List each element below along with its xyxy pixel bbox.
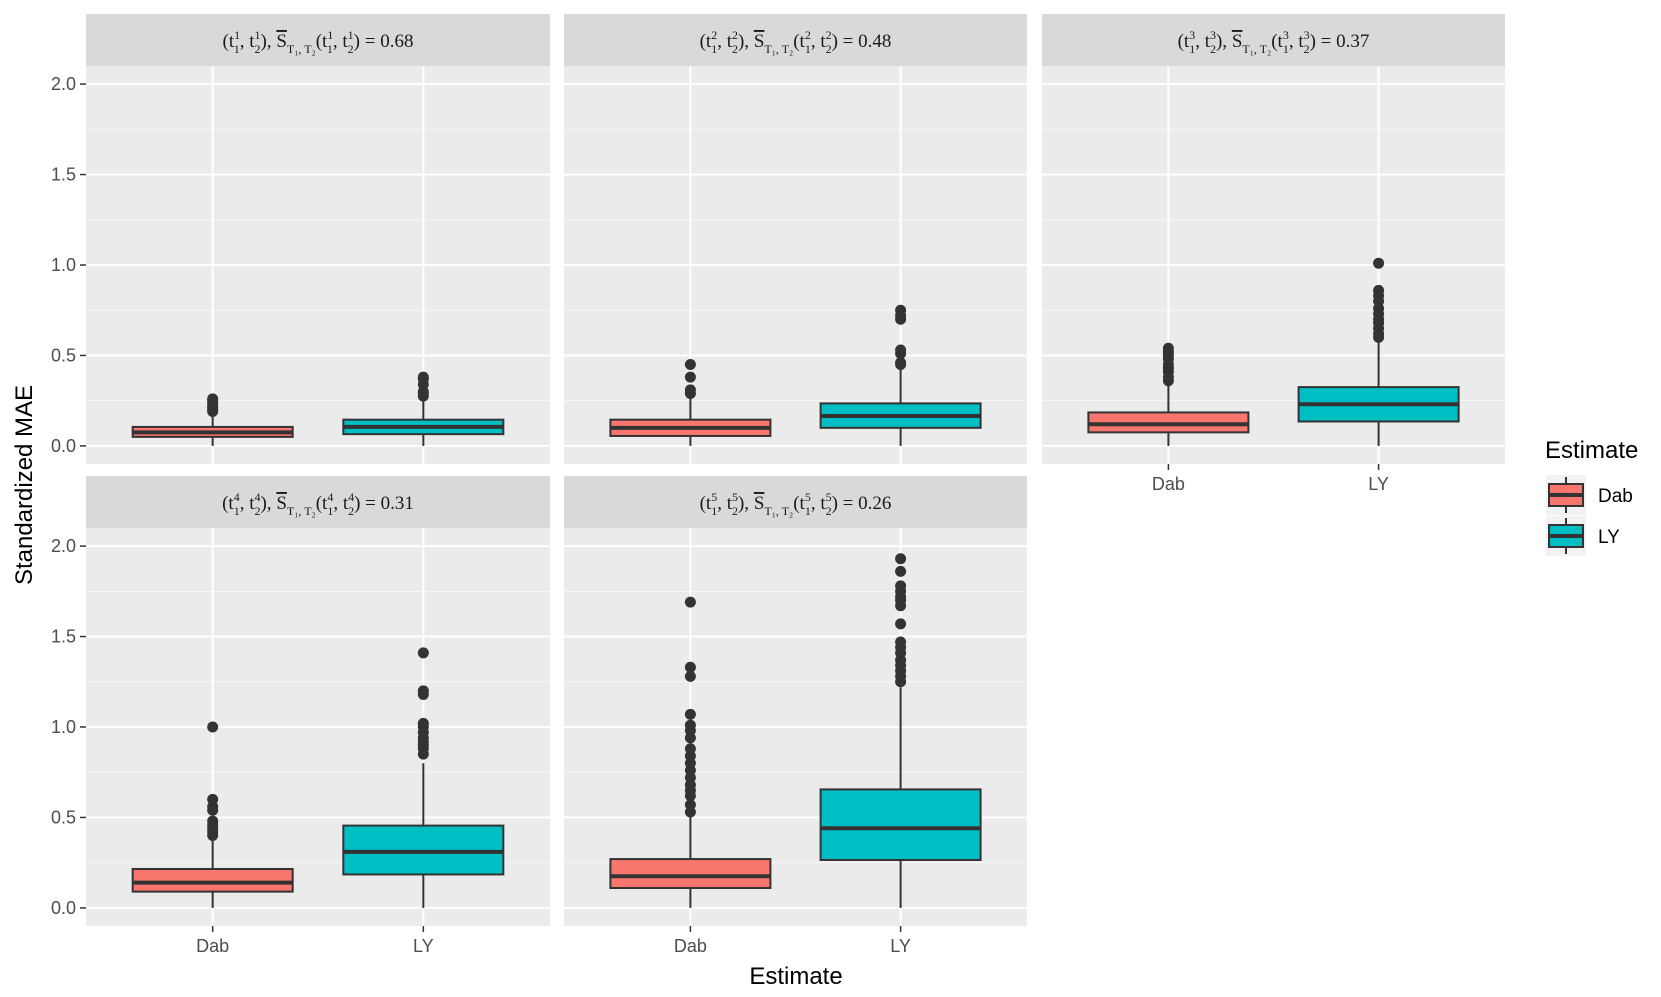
legend-label-dab: Dab — [1598, 486, 1633, 507]
legend: Estimate Dab LY — [1545, 437, 1638, 556]
outlier-point-ly — [417, 717, 429, 729]
outlier-point-ly — [895, 580, 907, 592]
y-tick-label: 1.5 — [51, 165, 76, 185]
outlier-point-dab — [207, 793, 219, 805]
facet-strip-1 — [86, 14, 550, 66]
outlier-point-ly — [895, 304, 907, 316]
x-tick-label-dab: Dab — [1152, 474, 1185, 494]
y-tick-label: 1.5 — [51, 627, 76, 647]
facet-panel-4: (t4 1, t4 2), ST₁, T₂(t4 1, t4 2) = 0.31 0.0 0… — [51, 476, 550, 956]
outlier-point-dab — [207, 721, 219, 733]
facet-strip-label-5: (t5 1, t5 2), ST₁, T₂(t5 1, t5 2) = 0.26 — [700, 490, 892, 518]
outlier-point-dab — [684, 670, 696, 682]
outlier-point-ly — [895, 357, 907, 369]
outlier-point-ly — [895, 565, 907, 577]
box-dab-panel-4 — [131, 868, 294, 893]
outlier-point-dab — [684, 661, 696, 673]
outlier-point-ly — [895, 553, 907, 565]
facet-strip-label-4: (t4 1, t4 2), ST₁, T₂(t4 1, t4 2) = 0.31 — [222, 490, 414, 518]
facet-strip-label-2: (t2 1, t2 2), ST₁, T₂(t2 1, t2 2) = 0.48 — [700, 28, 892, 56]
facet-panel-3: (t3 1, t3 2), ST₁, T₂(t3 1, t3 2) = 0.37 Dab L… — [1042, 14, 1505, 494]
outlier-point-ly — [417, 371, 429, 383]
y-tick-label: 2.0 — [51, 74, 76, 94]
outlier-point-dab — [684, 384, 696, 396]
legend-title: Estimate — [1545, 437, 1638, 464]
facet-panel-2: (t2 1, t2 2), ST₁, T₂(t2 1, t2 2) = 0.48 — [564, 14, 1027, 464]
outlier-point-dab — [207, 393, 219, 405]
panels-layer: (t1 1, t1 2), ST₁, T₂(t1 1, t1 2) = 0.68 0.0 0… — [51, 14, 1505, 956]
y-tick-label: 0.0 — [51, 436, 76, 456]
outlier-point-dab — [684, 708, 696, 720]
facet-strip-label-3: (t3 1, t3 2), ST₁, T₂(t3 1, t3 2) = 0.37 — [1178, 28, 1370, 56]
facet-panel-5: (t5 1, t5 2), ST₁, T₂(t5 1, t5 2) = 0.26 Dab L… — [564, 476, 1027, 956]
legend-label-ly: LY — [1598, 527, 1620, 548]
outlier-point-dab — [684, 743, 696, 755]
box-dab-panel-5 — [609, 858, 772, 890]
outlier-point-dab — [684, 596, 696, 608]
facet-strip-4 — [86, 476, 550, 528]
outlier-point-ly — [895, 636, 907, 648]
facet-panel-1: (t1 1, t1 2), ST₁, T₂(t1 1, t1 2) = 0.68 0.0 0… — [51, 14, 550, 464]
outlier-point-ly — [417, 647, 429, 659]
y-axis-title: Standardized MAE — [11, 385, 38, 585]
box-ly-panel-5 — [819, 788, 982, 861]
outlier-point-dab — [684, 799, 696, 811]
y-tick-label: 2.0 — [51, 536, 76, 556]
facet-strip-5 — [564, 476, 1027, 528]
x-tick-label-ly: LY — [1368, 474, 1389, 494]
facet-strip-2 — [564, 14, 1027, 66]
facet-strip-label-1: (t1 1, t1 2), ST₁, T₂(t1 1, t1 2) = 0.68 — [223, 28, 414, 56]
outlier-point-dab — [684, 719, 696, 731]
facet-strip-3 — [1042, 14, 1505, 66]
x-tick-label-dab: Dab — [196, 936, 229, 956]
x-tick-label-ly: LY — [890, 936, 911, 956]
outlier-point-dab — [1162, 342, 1174, 354]
y-tick-label: 0.5 — [51, 807, 76, 827]
outlier-point-dab — [684, 371, 696, 383]
outlier-point-dab — [684, 359, 696, 370]
outlier-point-ly — [895, 618, 907, 630]
y-tick-label: 1.0 — [51, 717, 76, 737]
outlier-point-ly — [1373, 257, 1385, 269]
y-tick-label: 0.5 — [51, 345, 76, 365]
x-tick-label-dab: Dab — [674, 936, 707, 956]
outlier-point-ly — [1373, 284, 1385, 296]
y-tick-label: 1.0 — [51, 255, 76, 275]
outlier-point-dab — [207, 815, 219, 827]
x-axis-title: Estimate — [749, 963, 842, 990]
x-tick-label-ly: LY — [413, 936, 434, 956]
outlier-point-ly — [417, 685, 429, 697]
outlier-point-ly — [895, 344, 907, 356]
y-tick-label: 0.0 — [51, 898, 76, 918]
